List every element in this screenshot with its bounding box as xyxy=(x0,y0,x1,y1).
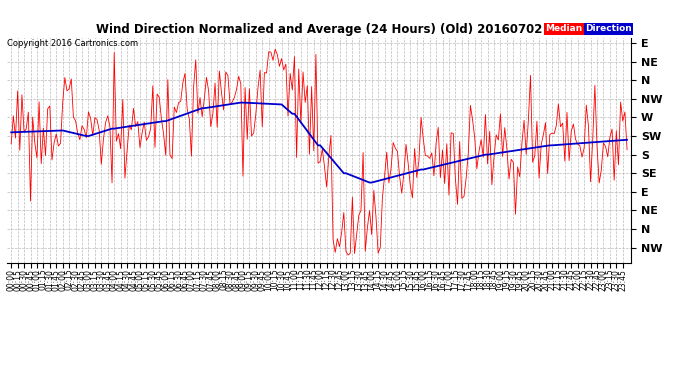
Text: Median: Median xyxy=(545,24,582,33)
Text: Copyright 2016 Cartronics.com: Copyright 2016 Cartronics.com xyxy=(7,39,138,48)
Title: Wind Direction Normalized and Average (24 Hours) (Old) 20160702: Wind Direction Normalized and Average (2… xyxy=(96,23,542,36)
Text: Direction: Direction xyxy=(585,24,632,33)
